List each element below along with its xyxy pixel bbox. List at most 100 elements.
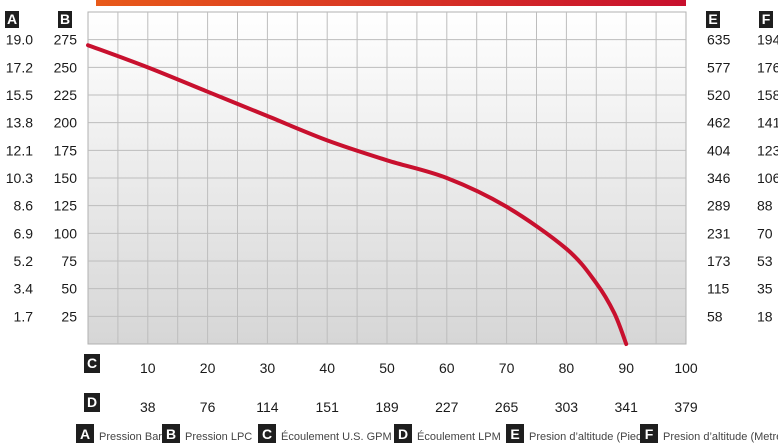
tick-label-f: 194	[757, 32, 778, 48]
tick-label-a: 19.0	[6, 32, 33, 48]
legend-item-e: E Presion d’altitude (Pied)	[506, 424, 646, 443]
tick-label-e: 58	[707, 308, 723, 324]
tick-label-e: 173	[707, 253, 731, 269]
tick-label-f: 53	[757, 253, 773, 269]
tick-label-d: 303	[555, 399, 579, 415]
tick-label-b: 125	[54, 198, 78, 214]
legend-label: Presion d’altitude (Metre)	[663, 431, 778, 443]
grid-lines	[88, 12, 686, 344]
tick-labels: 19.0 17.2 15.5 13.8 12.1 10.3 8.6 6.9 5.2 3.4 1.7 2…	[6, 32, 778, 415]
tick-label-e: 231	[707, 225, 731, 241]
legend-label: Presion d’altitude (Pied)	[529, 431, 646, 443]
tick-label-d: 38	[140, 399, 156, 415]
svg-text:A: A	[7, 11, 17, 27]
legend-label: Écoulement U.S. GPM	[281, 430, 392, 443]
tick-label-f: 35	[757, 281, 773, 297]
axis-marker-f: F	[759, 11, 773, 28]
tick-label-b: 250	[54, 59, 78, 75]
tick-label-b: 50	[61, 281, 77, 297]
svg-text:A: A	[80, 426, 90, 442]
tick-label-c: 90	[618, 360, 634, 376]
legend: A Pression Bar B Pression LPC C Écoulement U.…	[76, 424, 778, 443]
legend-item-c: C Écoulement U.S. GPM	[258, 424, 392, 443]
tick-label-f: 141	[757, 115, 778, 131]
svg-text:C: C	[87, 355, 97, 371]
pump-curve-line	[86, 43, 629, 346]
svg-text:F: F	[645, 426, 654, 442]
svg-text:F: F	[762, 11, 771, 27]
tick-label-e: 404	[707, 142, 731, 158]
tick-label-f: 18	[757, 308, 773, 324]
tick-label-b: 175	[54, 142, 78, 158]
tick-label-c: 30	[260, 360, 276, 376]
tick-label-b: 150	[54, 170, 78, 186]
tick-label-a: 8.6	[14, 198, 34, 214]
tick-label-f: 123	[757, 142, 778, 158]
tick-label-c: 50	[379, 360, 395, 376]
tick-label-a: 6.9	[14, 225, 34, 241]
tick-label-f: 88	[757, 198, 773, 214]
tick-label-d: 341	[615, 399, 639, 415]
tick-label-c: 80	[559, 360, 575, 376]
tick-label-b: 25	[61, 308, 77, 324]
tick-label-a: 10.3	[6, 170, 33, 186]
tick-label-d: 76	[200, 399, 216, 415]
tick-label-f: 176	[757, 59, 778, 75]
legend-item-f: F Presion d’altitude (Metre)	[640, 424, 778, 443]
tick-label-f: 70	[757, 225, 773, 241]
tick-label-a: 1.7	[14, 308, 34, 324]
tick-label-a: 17.2	[6, 59, 33, 75]
tick-label-e: 115	[707, 281, 730, 297]
tick-label-e: 635	[707, 32, 731, 48]
tick-label-c: 100	[674, 360, 698, 376]
axis-marker-d: D	[84, 393, 100, 412]
tick-label-f: 106	[757, 170, 778, 186]
tick-label-e: 462	[707, 115, 731, 131]
tick-label-d: 151	[316, 399, 340, 415]
axis-marker-a: A	[5, 11, 19, 28]
tick-label-c: 20	[200, 360, 216, 376]
tick-label-b: 275	[54, 32, 78, 48]
legend-label: Pression Bar	[99, 431, 162, 443]
tick-label-a: 5.2	[14, 253, 34, 269]
tick-label-e: 346	[707, 170, 731, 186]
tick-label-d: 227	[435, 399, 459, 415]
tick-label-e: 577	[707, 59, 731, 75]
tick-label-d: 265	[495, 399, 519, 415]
tick-label-b: 100	[54, 225, 78, 241]
tick-label-c: 10	[140, 360, 156, 376]
tick-label-b: 75	[61, 253, 77, 269]
legend-label: Écoulement LPM	[417, 430, 501, 443]
tick-label-a: 15.5	[6, 87, 33, 103]
svg-text:B: B	[166, 426, 176, 442]
tick-label-c: 60	[439, 360, 455, 376]
legend-item-b: B Pression LPC	[162, 424, 252, 443]
svg-text:D: D	[398, 426, 408, 442]
svg-text:B: B	[60, 11, 70, 27]
axis-marker-c: C	[84, 354, 100, 373]
tick-label-a: 12.1	[6, 142, 33, 158]
svg-text:D: D	[87, 394, 97, 410]
tick-label-b: 200	[54, 115, 78, 131]
legend-item-a: A Pression Bar	[76, 424, 162, 443]
svg-text:E: E	[510, 426, 519, 442]
tick-label-d: 379	[674, 399, 698, 415]
tick-label-d: 189	[375, 399, 399, 415]
tick-label-a: 13.8	[6, 115, 33, 131]
tick-label-e: 289	[707, 198, 731, 214]
tick-label-f: 158	[757, 87, 778, 103]
axis-marker-e: E	[706, 11, 720, 28]
tick-label-a: 3.4	[14, 281, 34, 297]
legend-label: Pression LPC	[185, 431, 252, 443]
tick-label-d: 114	[256, 399, 279, 415]
axis-marker-b: B	[58, 11, 72, 28]
tick-label-e: 520	[707, 87, 731, 103]
svg-text:C: C	[262, 426, 272, 442]
tick-label-c: 70	[499, 360, 515, 376]
legend-item-d: D Écoulement LPM	[394, 424, 501, 443]
svg-text:E: E	[708, 11, 717, 27]
tick-label-c: 40	[319, 360, 335, 376]
tick-label-b: 225	[54, 87, 78, 103]
top-accent-bar	[96, 0, 686, 6]
